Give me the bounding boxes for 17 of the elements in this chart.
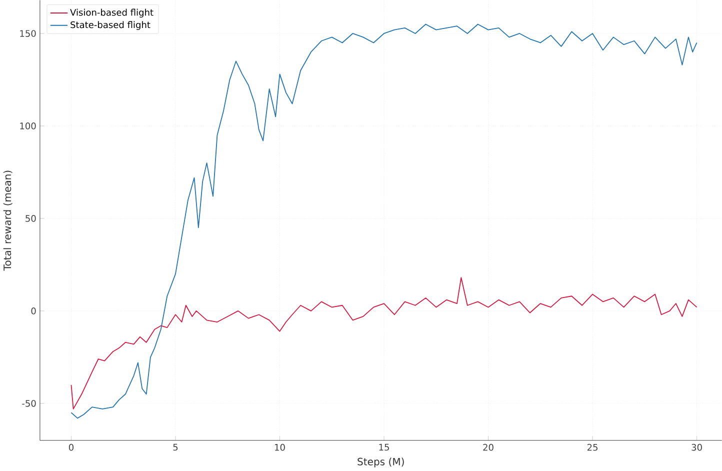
- line-series: [70, 277, 698, 410]
- x-tick-label: 5: [173, 444, 178, 451]
- y-tick-label: 150: [20, 30, 36, 38]
- legend-label: Vision-based flight: [70, 8, 154, 18]
- x-tick-label: 15: [379, 444, 389, 451]
- y-tick-label: 100: [20, 122, 36, 130]
- y-axis-title: Total reward (mean): [3, 170, 12, 271]
- x-tick-label: 25: [587, 444, 598, 451]
- x-tick-label: 0: [68, 444, 74, 451]
- y-tick-label: 0: [31, 308, 36, 314]
- x-tick-label: 10: [275, 444, 285, 451]
- x-tick-label: 30: [692, 444, 702, 451]
- legend-label: State-based flight: [70, 21, 150, 30]
- y-tick-label: -50: [22, 400, 36, 407]
- x-axis-title: Steps (M): [358, 458, 404, 468]
- x-tick-label: 20: [483, 444, 494, 451]
- y-tick-label: 50: [26, 215, 36, 222]
